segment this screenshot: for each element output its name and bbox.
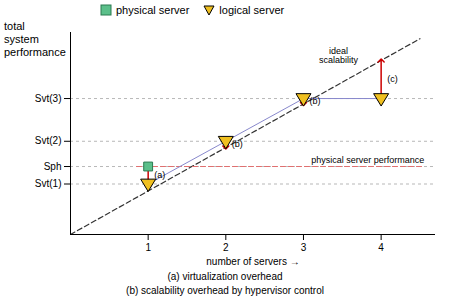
html-text:physical server: physical server	[116, 4, 190, 16]
svg-text:physical server performance: physical server performance	[311, 155, 424, 165]
svg-text:Svt(3): Svt(3)	[35, 93, 62, 104]
svg-text:(c): (c)	[387, 74, 398, 84]
svg-text:Sph: Sph	[44, 161, 62, 172]
svg-text:Svt(2): Svt(2)	[35, 135, 62, 146]
html-text:total system performance: total system performance	[4, 20, 66, 58]
svg-text:(b): (b)	[309, 96, 320, 106]
svg-text:number of servers →: number of servers →	[206, 256, 299, 267]
svg-text:1: 1	[145, 242, 151, 253]
svg-text:2: 2	[223, 242, 229, 253]
svg-text:4: 4	[378, 242, 384, 253]
html-text:logical server: logical server	[219, 4, 285, 16]
svg-text:idealscalability: idealscalability	[319, 46, 359, 65]
svg-text:Svt(1): Svt(1)	[35, 178, 62, 189]
svg-text:3: 3	[301, 242, 307, 253]
html-text:(b) scalability overhead by hy: (b) scalability overhead by hypervisor c…	[126, 285, 324, 296]
svg-text:(b): (b)	[232, 139, 243, 149]
svg-text:(a): (a)	[154, 170, 166, 181]
html-text:(a) virtualization overhead: (a) virtualization overhead	[167, 271, 283, 282]
